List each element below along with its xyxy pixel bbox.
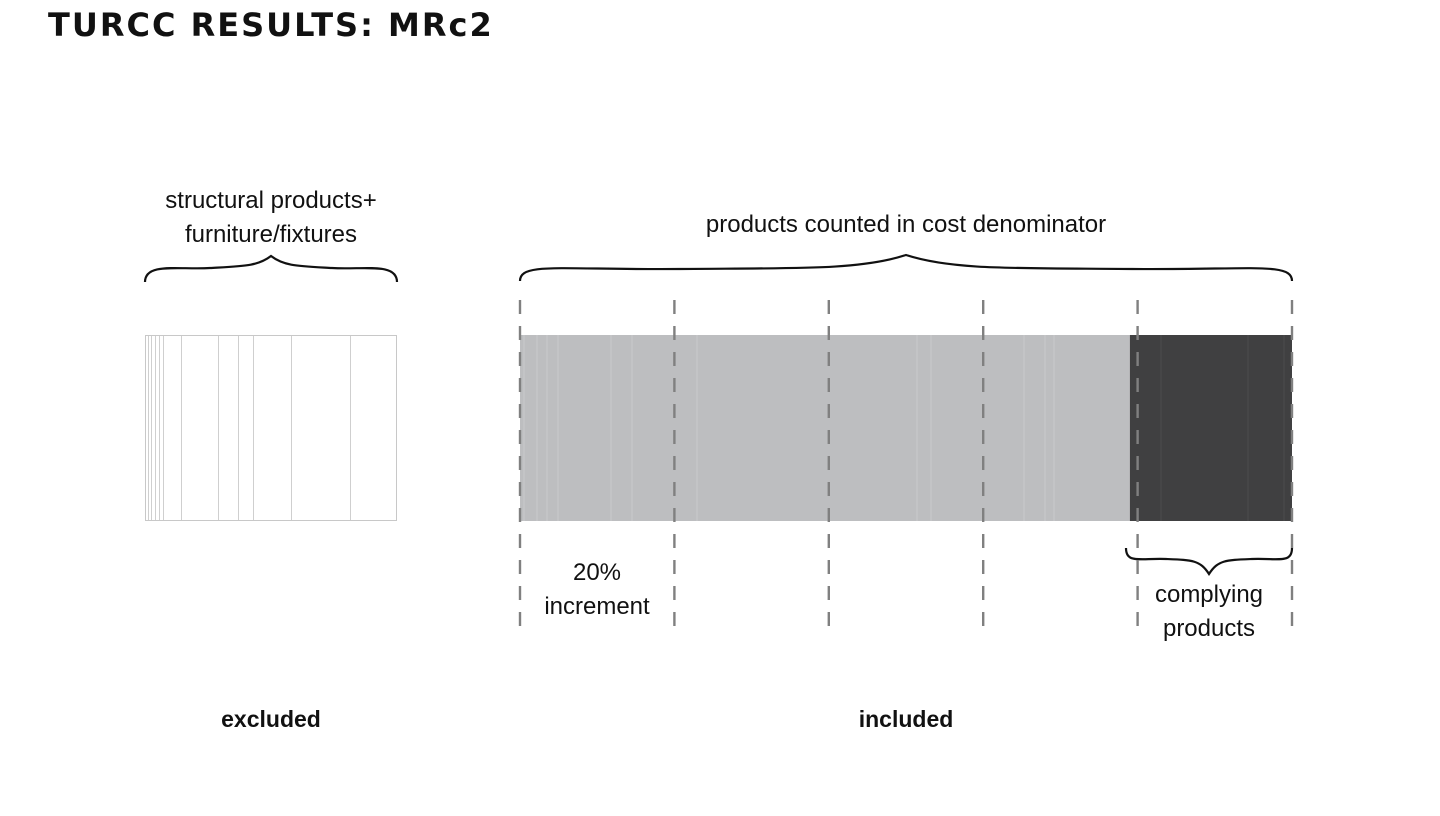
complying-brace [1124,547,1294,577]
excluded-label-line-1: structural products+ [165,187,377,214]
included-label: included [858,706,954,732]
excluded-label: excluded [221,706,321,732]
increment-dashed-lines [518,300,1294,628]
increment-label: 20% increment [520,556,674,624]
excluded-bar [145,335,397,521]
included-bar [520,335,1292,521]
complying-label-line-1: complying [1154,581,1264,608]
included-group-label: products counted in cost denominator [705,211,1107,238]
complying-products-segment [1129,335,1292,521]
excluded-brace [143,254,399,283]
complying-products-label: complying products [1126,578,1292,646]
excluded-group-label: structural products+ furniture/fixtures [145,184,397,252]
excluded-bar-dividers [148,336,351,520]
non-complying-products-segment [520,335,1130,521]
excluded-bar-outline [145,335,397,521]
excluded-label-line-2: furniture/fixtures [184,221,358,248]
complying-label-line-2: products [1162,615,1256,642]
increment-label-line-2: increment [544,593,650,620]
page-title: TURCC RESULTS: MRc2 [48,6,494,44]
increment-label-line-1: 20% [572,559,622,586]
included-bar-dividers [523,335,1285,521]
included-brace [518,253,1294,282]
